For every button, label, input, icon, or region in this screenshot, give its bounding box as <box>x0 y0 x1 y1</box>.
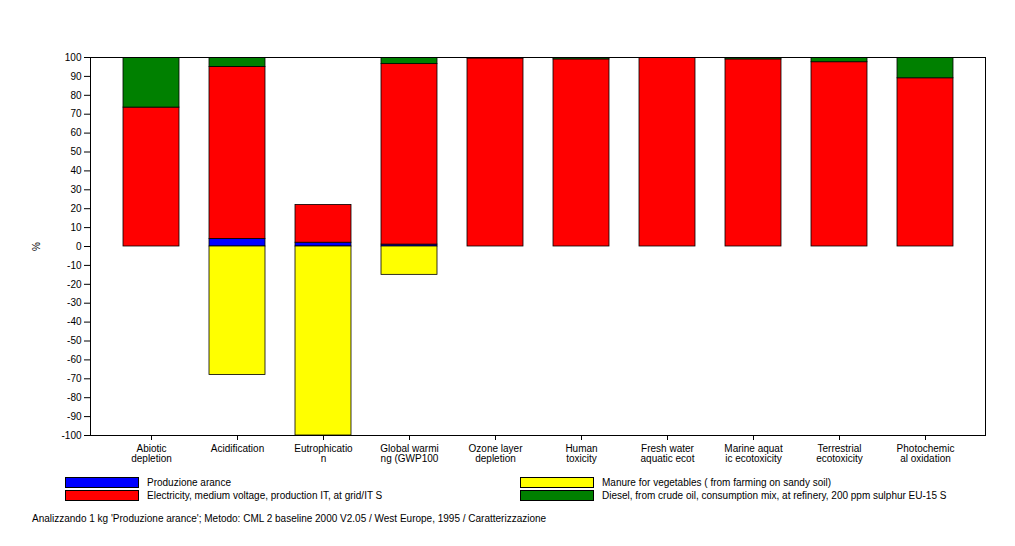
svg-text:Marine aquatic ecotoxicity: Marine aquatic ecotoxicity <box>724 443 783 464</box>
svg-text:-90: -90 <box>67 411 82 422</box>
svg-text:-20: -20 <box>67 279 82 290</box>
svg-text:Fresh wateraquatic ecot: Fresh wateraquatic ecot <box>641 443 695 464</box>
svg-text:20: 20 <box>70 203 82 214</box>
svg-text:60: 60 <box>70 127 82 138</box>
svg-text:-30: -30 <box>67 297 82 308</box>
svg-text:100: 100 <box>65 52 82 63</box>
html-text:Diesel, from crude oil, consum: Diesel, from crude oil, consumption mix,… <box>602 490 947 501</box>
svg-text:30: 30 <box>70 184 82 195</box>
svg-text:10: 10 <box>70 222 82 233</box>
svg-text:70: 70 <box>70 108 82 119</box>
svg-text:Eutrophication: Eutrophication <box>294 443 353 464</box>
html-text:Electricity, medium voltage, p: Electricity, medium voltage, production … <box>147 490 383 501</box>
svg-text:90: 90 <box>70 71 82 82</box>
svg-text:%: % <box>31 242 42 251</box>
svg-text:Abioticdepletion: Abioticdepletion <box>131 443 172 464</box>
svg-text:Ozone layerdepletion: Ozone layerdepletion <box>469 443 524 464</box>
html-text:Analizzando 1 kg 'Produzione a: Analizzando 1 kg 'Produzione arance'; Me… <box>32 513 547 524</box>
svg-text:40: 40 <box>70 165 82 176</box>
svg-text:-80: -80 <box>67 392 82 403</box>
svg-text:Global warming (GWP100: Global warming (GWP100 <box>380 443 439 464</box>
svg-text:-100: -100 <box>61 430 81 441</box>
svg-text:0: 0 <box>76 241 82 252</box>
svg-text:-50: -50 <box>67 335 82 346</box>
svg-text:Terrestrialecotoxicity: Terrestrialecotoxicity <box>816 443 863 464</box>
svg-text:-40: -40 <box>67 316 82 327</box>
svg-text:-70: -70 <box>67 373 82 384</box>
html-text:Manure for vegetables ( from f: Manure for vegetables ( from farming on … <box>602 477 831 488</box>
html-text:Produzione arance: Produzione arance <box>147 477 231 488</box>
svg-text:Acidification: Acidification <box>211 443 264 454</box>
svg-text:80: 80 <box>70 90 82 101</box>
svg-text:Humantoxicity: Humantoxicity <box>565 443 597 464</box>
svg-text:-60: -60 <box>67 354 82 365</box>
svg-text:-10: -10 <box>67 260 82 271</box>
svg-text:Photochemical oxidation: Photochemical oxidation <box>897 443 955 464</box>
svg-text:50: 50 <box>70 146 82 157</box>
